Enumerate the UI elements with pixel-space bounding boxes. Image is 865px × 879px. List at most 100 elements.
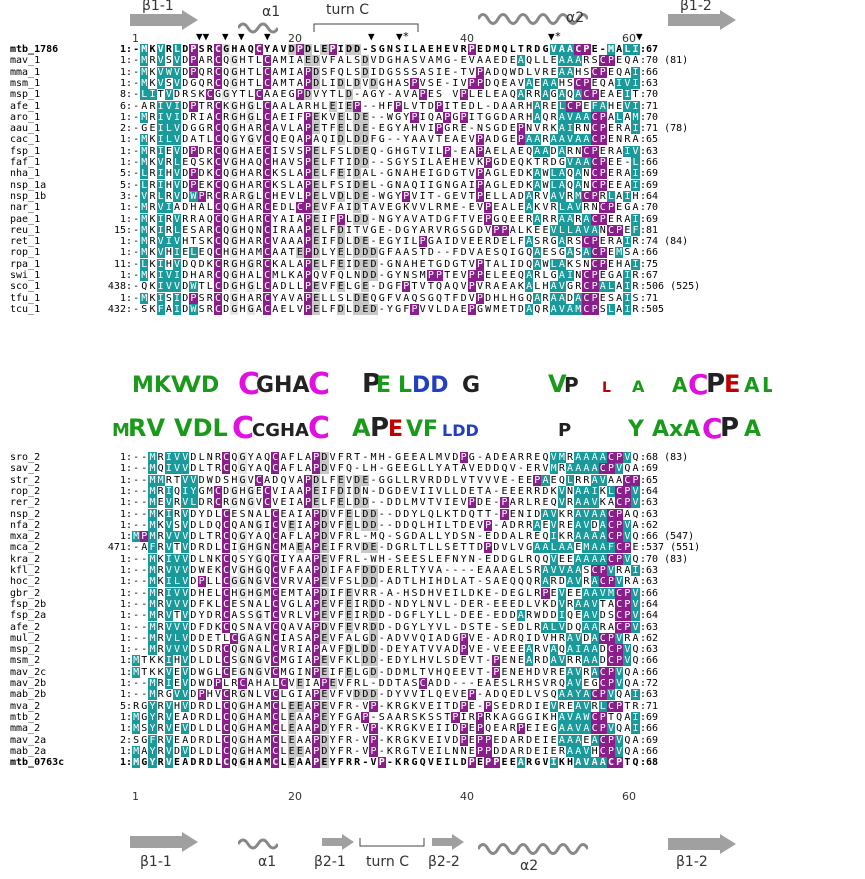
top-turnc-label: turn C [326,2,369,18]
pos-60: 60 [622,790,636,803]
sequence-logo-1: MKV VD C GHA C P E L DD G V P L A A C P … [132,362,775,402]
svg-text:L: L [602,380,611,396]
sequence-end: :65 [640,474,659,486]
sequence-start: 1: [119,632,132,644]
svg-text:MKV: MKV [132,373,188,398]
sequence-name: fsp_2b [10,598,47,610]
sequence-start: 6: [119,100,132,112]
sequence-start: 5: [119,168,132,180]
sequence-end: :63 [640,576,659,588]
svg-text:C: C [702,412,723,445]
sequence-end: :81 [640,224,659,236]
sequence-name: aro_1 [10,111,41,123]
top-b12-label: β1-2 [680,0,712,14]
sequence-end: :62 [640,632,659,644]
svg-text:C: C [238,367,260,402]
sequence-start: 1: [119,745,132,757]
bottom-b21-label: β2-1 [314,854,346,870]
sequence-name: mav_1 [10,55,41,67]
sequence-start: 471: [107,542,132,554]
sequence-end: :69 [640,711,659,723]
sequence-name: mxa_2 [10,531,41,543]
top-a2-label: α2 [566,10,585,26]
turn-bracket-icon [313,23,419,32]
sequence-end: :72 [640,678,659,689]
sequence-start: 1: [119,145,132,157]
sequence-end: :64 [640,190,659,202]
sequence-start: 1: [119,247,132,259]
sequence-start: 1: [119,270,132,281]
sequence-end: :70 (81) [640,55,689,67]
sequence-name: mma_1 [10,66,41,78]
marker-triangle: ▼ [264,30,271,43]
sequence-end: :70 (83) [640,553,689,565]
svg-text:M: M [112,420,130,441]
sequence-start: 1: [119,757,132,769]
sequence-start: 1: [119,553,132,565]
sequence-name: afe_1 [10,100,41,112]
svg-text:GHA: GHA [256,373,310,398]
sequence-start: 1: [119,213,132,225]
sequence-name: msp_2 [10,644,41,656]
sequence-end: :63 [640,621,659,633]
marker-triangle: ▼ [636,30,643,43]
sequence-end: :63 [640,644,659,656]
sequence-end: :66 [640,66,659,78]
svg-text:C: C [308,367,330,402]
svg-text:G: G [462,373,480,398]
sequence-start: 8: [119,89,132,101]
bottom-turnc-label: turn C [366,854,409,870]
beta-strand-arrow [322,834,354,850]
sequence-start: 1: [119,678,132,689]
svg-text:A: A [672,373,688,397]
sequence-end: :68 (83) [640,452,689,463]
svg-text:P: P [558,420,571,441]
svg-text:A: A [632,377,645,396]
sequence-start: 1: [119,621,132,633]
sequence-start: 1: [119,644,132,656]
sequence-name: mva_2 [10,700,41,712]
sequence-name: mav_2a [10,734,47,746]
sequence-end: :66 [640,745,659,757]
sequence-start: 1: [119,77,132,89]
pos-40: 40 [460,32,474,45]
sequence-start: 2: [119,123,132,135]
svg-text:VD: VD [184,373,219,398]
svg-text:C: C [232,411,254,446]
sequence-start: 1: [119,474,132,486]
sequence-name: aau_1 [10,123,41,135]
sequence-start: 1: [119,519,132,531]
svg-text:P: P [706,369,725,399]
sequence-end: :68 [640,757,659,769]
sequence-name: rer_2 [10,497,41,509]
sequence-end: :65 [640,134,659,146]
sequence-start: 1: [119,598,132,610]
sequence-end: :66 (547) [640,531,695,543]
sequence-name: fsp_2a [10,610,47,622]
svg-text:C: C [688,368,709,401]
sequence-start: 1: [119,202,132,214]
sequence-start: 11: [113,258,132,270]
sequence-end: :63 [640,497,659,509]
sequence-start: 15: [113,224,132,236]
sequence-end: :69 [640,734,659,746]
sequence-name: kra_2 [10,553,41,565]
svg-text:A: A [352,414,371,442]
